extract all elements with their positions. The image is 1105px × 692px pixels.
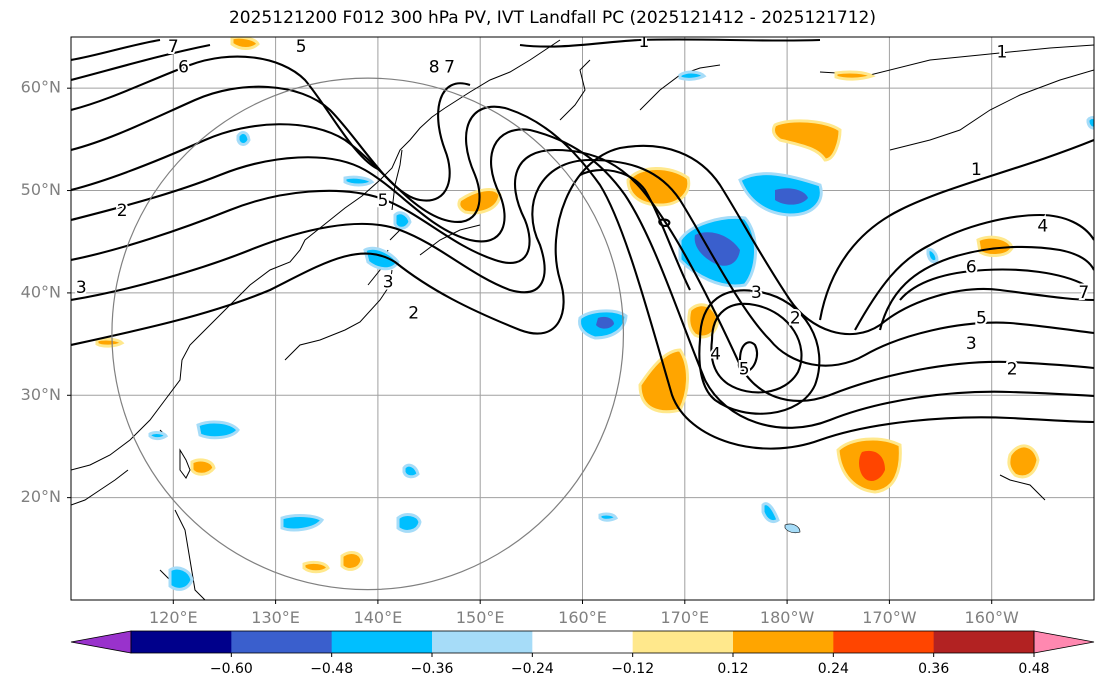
pv-positive-anomalies: [95, 37, 1040, 574]
contour-label: 5: [739, 360, 750, 380]
colorbar-tick-label: 0.12: [717, 661, 748, 677]
contour-label: 6: [178, 58, 189, 78]
contour-label: 3: [966, 334, 977, 354]
colorbar-extend-high: [1033, 630, 1095, 654]
contour-label: 2: [117, 201, 128, 221]
contour-label: 5: [976, 309, 987, 329]
contour-label: 7: [1078, 283, 1089, 303]
contour-label: 5: [296, 37, 307, 57]
latitude-labels: 20°N 30°N 40°N 50°N 60°N: [21, 78, 71, 506]
colorbar-extend-low: [70, 630, 132, 654]
contour-label: 2: [408, 303, 419, 323]
colorbar-tick-label: −0.48: [310, 661, 353, 677]
colorbar-tick-label: −0.24: [511, 661, 554, 677]
contour-label: 3: [383, 273, 394, 293]
colorbar-segment: [331, 631, 433, 653]
longitude-label: 160°E: [558, 608, 607, 627]
colorbar-tick-label: 0.36: [918, 661, 949, 677]
contour-label: 7: [444, 58, 455, 78]
colorbar-tick-label: 0.48: [1018, 661, 1049, 677]
contour-label: 4: [1037, 216, 1048, 236]
contour-label: 1: [997, 42, 1008, 62]
longitude-label: 150°E: [456, 608, 505, 627]
colorbar-tick-label: −0.12: [611, 661, 654, 677]
contour-label: 1: [971, 160, 982, 180]
colorbar-segment: [833, 631, 935, 653]
contour-label: 1: [638, 32, 649, 52]
contour-label: 3: [76, 278, 87, 298]
colorbar-tick-label: 0.24: [818, 661, 849, 677]
latitude-label: 50°N: [21, 180, 61, 199]
contour-label: 6: [966, 257, 977, 277]
contour-label: 5: [378, 191, 389, 211]
longitude-label: 120°E: [149, 608, 198, 627]
colorbar-tick-label: −0.60: [210, 661, 253, 677]
colorbar-segment: [632, 631, 734, 653]
contour-label: 3: [751, 283, 762, 303]
longitude-label: 180°W: [760, 608, 815, 627]
contour-label: 8: [429, 58, 440, 78]
colorbar-segment: [532, 631, 634, 653]
colorbar-tick-label: −0.36: [411, 661, 454, 677]
pv-contours: [71, 38, 1094, 450]
longitude-label: 160°W: [965, 608, 1020, 627]
colorbar: −0.60 −0.48 −0.36 −0.24 −0.12 0.12 0.24 0.36 0.4…: [70, 630, 1095, 677]
contour-label: 2: [790, 309, 801, 329]
longitude-label: 170°E: [660, 608, 709, 627]
longitude-label: 140°E: [354, 608, 403, 627]
longitude-labels: 120°E 130°E 140°E 150°E 160°E 170°E 180°W 170°W…: [149, 600, 1019, 627]
colorbar-segment: [933, 631, 1035, 653]
latitude-label: 30°N: [21, 385, 61, 404]
latitude-label: 40°N: [21, 282, 61, 301]
colorbar-segment: [131, 631, 232, 653]
contour-label: 2: [1007, 360, 1018, 380]
contour-label: 4: [710, 344, 721, 364]
colorbar-segment: [231, 631, 333, 653]
longitude-label: 170°W: [862, 608, 917, 627]
colorbar-segment: [733, 631, 834, 653]
pv-negative-anomalies: [148, 70, 1094, 591]
contour-label: 7: [168, 37, 179, 57]
map-title: 2025121200 F012 300 hPa PV, IVT Landfall…: [228, 8, 876, 28]
coastlines: [71, 39, 1094, 600]
latitude-label: 20°N: [21, 487, 61, 506]
domain-circle: [111, 77, 625, 591]
latitude-label: 60°N: [21, 78, 61, 97]
longitude-label: 130°E: [251, 608, 300, 627]
colorbar-segment: [432, 631, 533, 653]
